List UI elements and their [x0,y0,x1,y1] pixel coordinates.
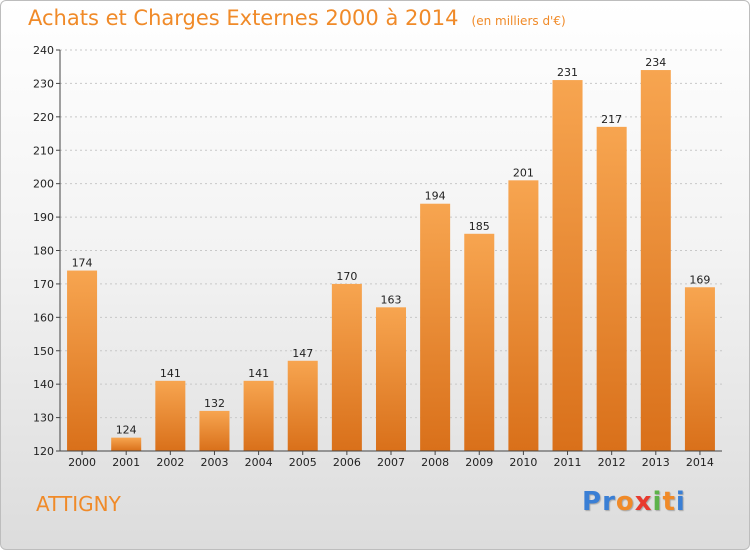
value-label: 234 [645,56,666,69]
bar-2010 [508,180,539,451]
proxiti-logo[interactable]: Proxiti [582,487,686,517]
y-tick-label: 180 [33,245,54,258]
value-label: 201 [513,166,534,179]
x-tick-label: 2004 [245,456,273,469]
bar-2001 [111,437,142,451]
value-label: 185 [469,220,490,233]
value-label: 174 [72,257,93,270]
bar-2005 [287,360,318,451]
bar-2002 [155,380,186,451]
bar-2008 [420,203,451,451]
x-tick-label: 2003 [200,456,228,469]
x-tick-label: 2008 [421,456,449,469]
town-name: ATTIGNY [36,492,121,516]
y-tick-label: 140 [33,378,54,391]
bar-2012 [596,126,627,451]
x-tick-label: 2005 [289,456,317,469]
y-tick-label: 130 [33,412,54,425]
bars: 174 124 141 132 141 147 170 163 194 185 201 231 217 2… [67,56,715,452]
x-tick-label: 2006 [333,456,361,469]
y-tick-label: 220 [33,111,54,124]
logo-letter: P [582,487,603,517]
bar-2007 [375,307,407,451]
value-label: 141 [248,367,269,380]
chart-subtitle: (en milliers d'€) [471,14,566,28]
y-tick-label: 120 [33,445,54,458]
value-label: 124 [116,424,137,437]
value-label: 170 [336,270,357,283]
x-tick-label: 2000 [68,456,96,469]
x-tick-label: 2014 [686,456,714,469]
x-tick-label: 2012 [598,456,626,469]
bar-2011 [552,80,583,451]
value-label: 194 [425,190,446,203]
title-block: Achats et Charges Externes 2000 à 2014 (… [28,6,566,30]
value-label: 147 [292,347,313,360]
y-tick-label: 160 [33,311,54,324]
y-tick-label: 150 [33,345,54,358]
logo-letter: t [662,487,676,517]
x-tick-label: 2007 [377,456,405,469]
logo-letter: o [615,487,635,517]
y-tick-label: 190 [33,211,54,224]
bar-2009 [464,233,495,451]
axes: 120 130 140 150 160 170 180 190 200 210 220 230 240 2… [33,44,722,469]
logo-letter: i [652,487,663,517]
logo-letter: i [675,487,686,517]
logo-letter: x [634,487,653,517]
x-tick-label: 2013 [642,456,670,469]
bar-2006 [331,283,362,451]
bar-2014 [684,287,715,451]
x-tick-label: 2009 [465,456,493,469]
bar-2003 [199,410,230,451]
value-label: 141 [160,367,181,380]
bar-2004 [243,380,274,451]
value-label: 163 [381,293,402,306]
y-tick-label: 170 [33,278,54,291]
value-label: 169 [689,273,710,286]
value-label: 132 [204,397,225,410]
y-tick-label: 210 [33,144,54,157]
x-tick-label: 2002 [156,456,184,469]
y-tick-label: 200 [33,178,54,191]
bar-2013 [640,70,671,452]
value-label: 217 [601,113,622,126]
x-tick-label: 2001 [112,456,140,469]
x-tick-label: 2011 [554,456,582,469]
value-label: 231 [557,66,578,79]
y-tick-label: 240 [33,44,54,57]
chart-title: Achats et Charges Externes 2000 à 2014 [28,6,459,30]
y-tick-label: 230 [33,77,54,90]
logo-letter: r [602,487,616,517]
x-tick-label: 2010 [509,456,537,469]
bar-2000 [67,270,98,451]
